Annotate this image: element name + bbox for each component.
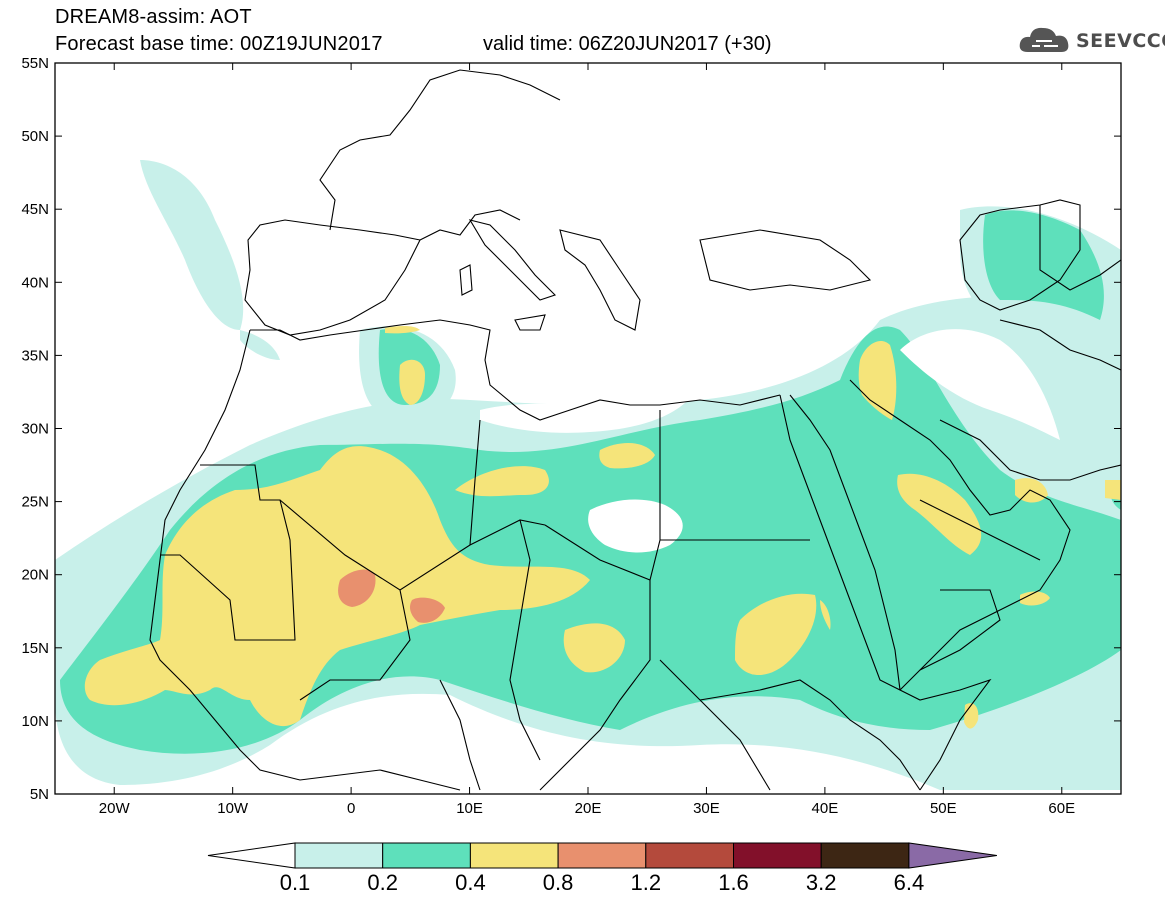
- colorbar-label: 0.1: [279, 870, 311, 895]
- lon-tick-label: 40E: [812, 800, 839, 817]
- colorbar-over-arrow: [908, 842, 997, 869]
- logo-text: SEEVCCC: [1076, 30, 1165, 52]
- lon-tick-label: 20W: [99, 800, 131, 817]
- colorbar-segment: [382, 842, 471, 869]
- aot-level-0.8: [338, 569, 445, 623]
- colorbar-segment: [294, 842, 384, 869]
- forecast-base-time: Forecast base time: 00Z19JUN2017: [55, 33, 383, 55]
- lon-tick-label: 10E: [456, 800, 483, 817]
- colorbar-segment: [469, 842, 559, 869]
- lat-tick-label: 35N: [21, 347, 49, 364]
- colorbar-label: 3.2: [805, 870, 837, 895]
- colorbar-segment: [733, 842, 822, 869]
- map-axes: 20W 10W 0 10E 20E 30E 40E 50E 60E 5N 10N 15N 20N 25N 3…: [21, 55, 1121, 817]
- lat-tick-label: 40N: [21, 274, 49, 291]
- cloud-icon: [1019, 27, 1069, 52]
- colorbar-label: 6.4: [893, 870, 925, 895]
- colorbar-segment: [820, 842, 910, 869]
- lon-tick-label: 10W: [217, 800, 249, 817]
- colorbar-under-arrow: [207, 842, 296, 869]
- lat-tick-label: 30N: [21, 421, 49, 438]
- seevccc-logo: SEEVCCC: [1018, 22, 1165, 56]
- lon-tick-label: 0: [347, 800, 355, 817]
- aot-fields: [55, 160, 1121, 790]
- lon-tick-label: 50E: [930, 800, 957, 817]
- lat-tick-label: 25N: [21, 494, 49, 511]
- colorbar-label: 0.4: [455, 870, 486, 895]
- lat-tick-label: 50N: [21, 128, 49, 145]
- lat-tick-label: 10N: [21, 713, 49, 730]
- map-title: DREAM8-assim: AOT: [55, 6, 252, 28]
- lat-tick-label: 15N: [21, 640, 49, 657]
- colorbar-segment: [645, 842, 734, 869]
- colorbar-label: 0.8: [542, 870, 574, 895]
- lat-tick-label: 55N: [21, 55, 49, 72]
- colorbar: [207, 842, 997, 869]
- aot-level-0.4: [84, 325, 1121, 729]
- colorbar-segment: [557, 842, 647, 869]
- colorbar-label: 1.6: [718, 870, 749, 895]
- colorbar-label: 1.2: [630, 870, 662, 895]
- lon-tick-label: 20E: [575, 800, 602, 817]
- lat-tick-label: 20N: [21, 567, 49, 584]
- lon-tick-label: 30E: [693, 800, 720, 817]
- colorbar-label: 0.2: [367, 870, 398, 895]
- country-borders: [149, 69, 1121, 791]
- lat-tick-label: 5N: [30, 786, 49, 803]
- valid-time: valid time: 06Z20JUN2017 (+30): [483, 33, 772, 55]
- lon-tick-label: 60E: [1048, 800, 1075, 817]
- aot-clean-areas: [480, 329, 1060, 553]
- lat-tick-label: 45N: [21, 201, 49, 218]
